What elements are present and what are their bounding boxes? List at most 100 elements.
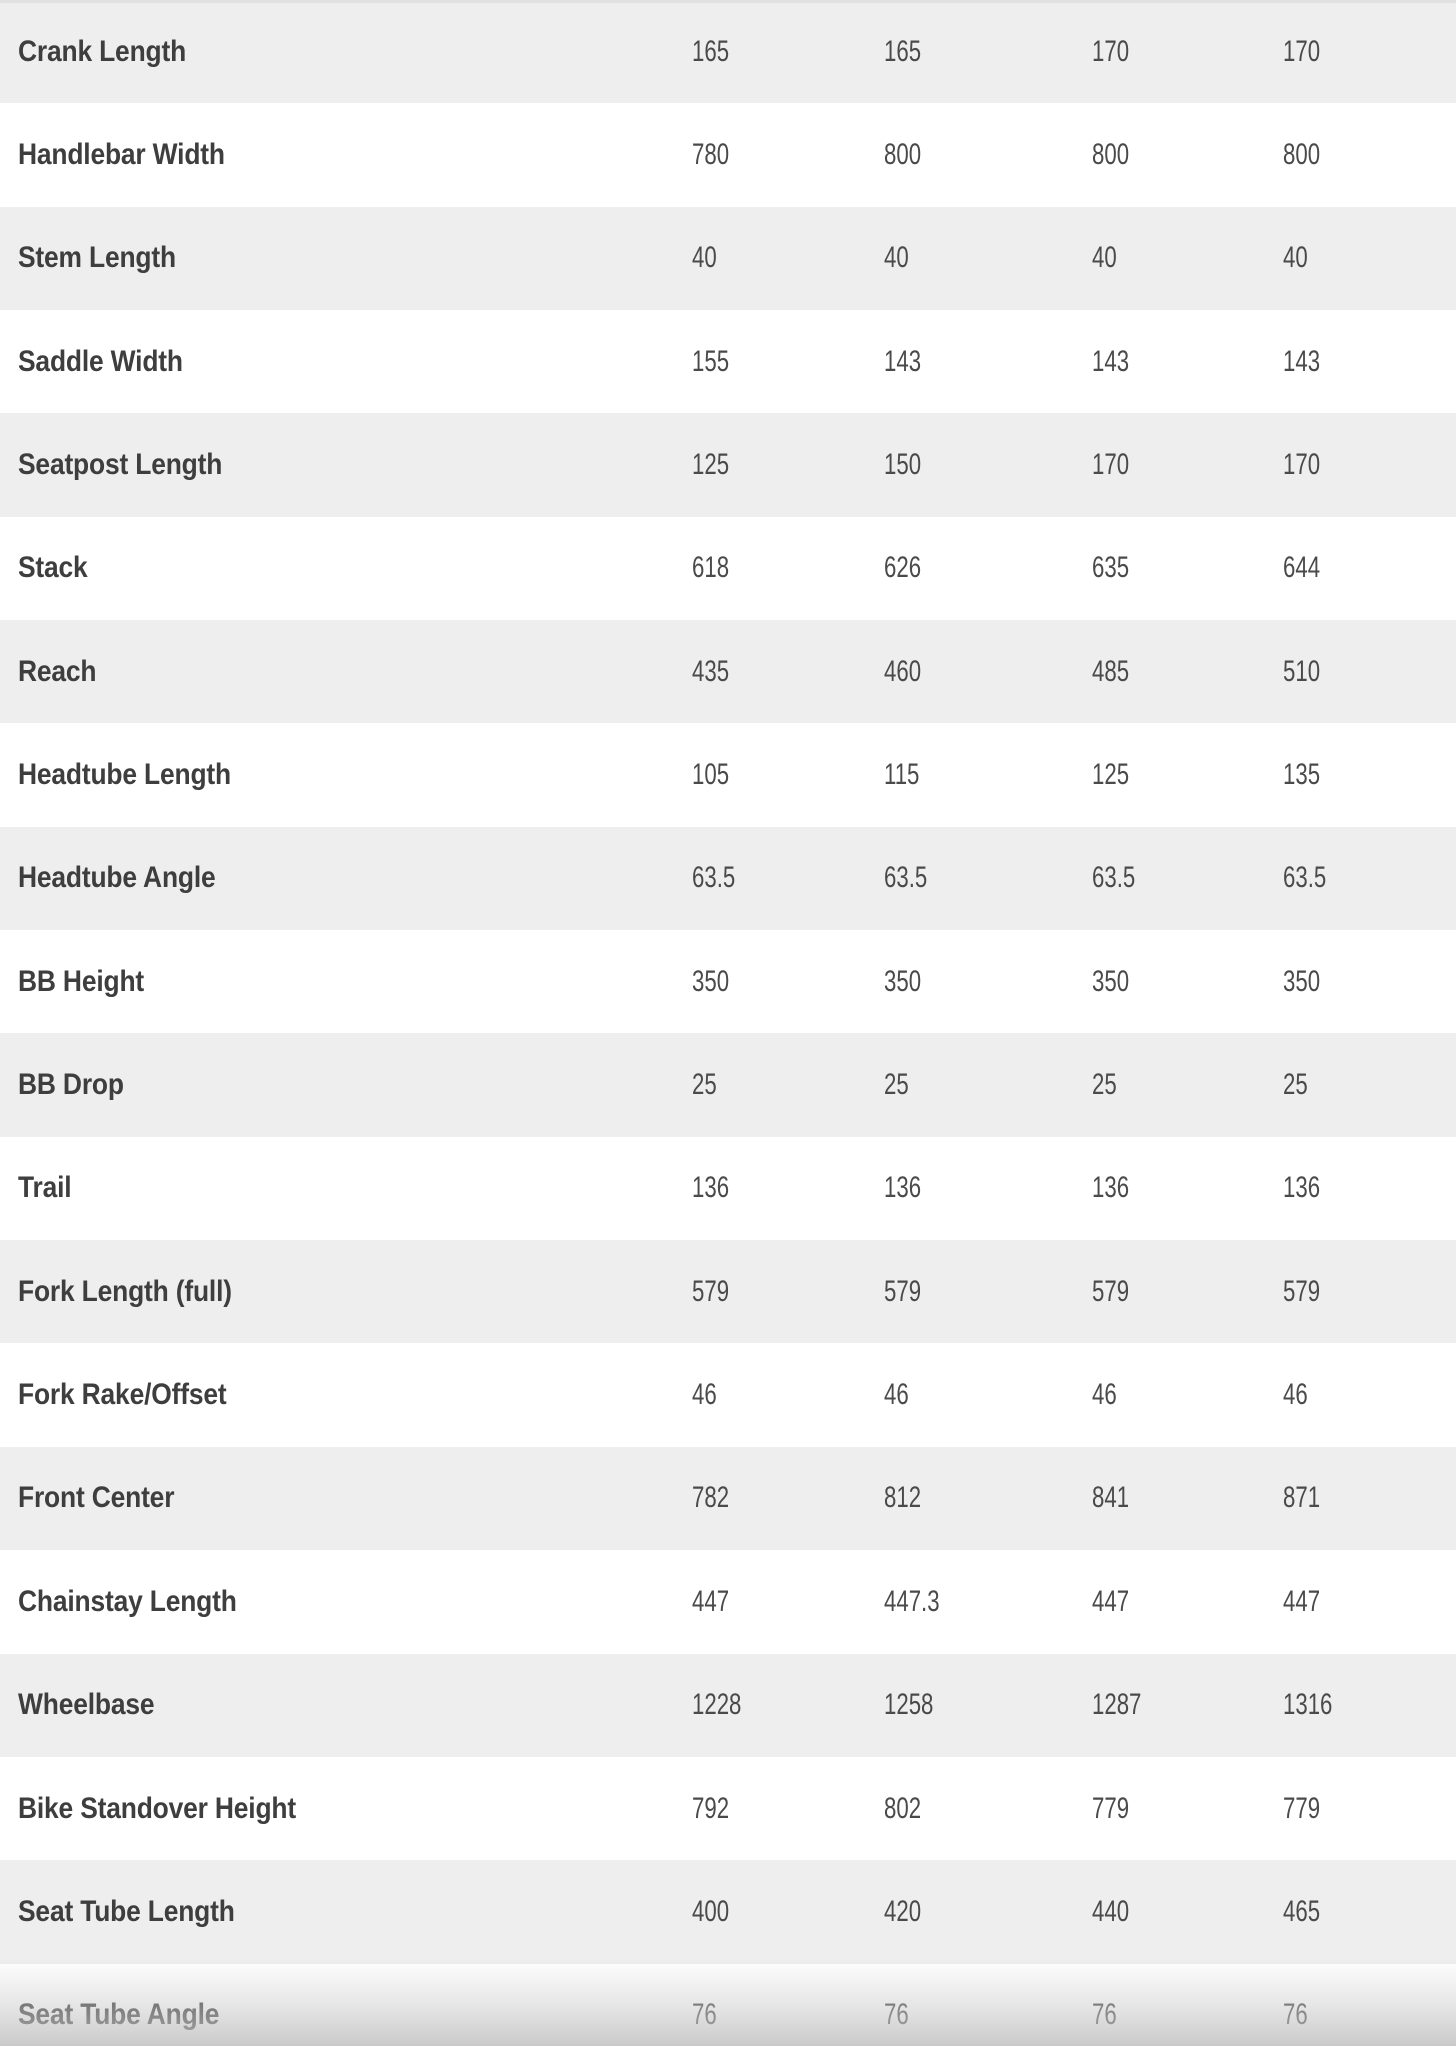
table-row: Stem Length 40 40 40 40 <box>0 206 1456 311</box>
spec-value: 76 <box>692 1998 717 2032</box>
spec-value: 136 <box>692 1171 730 1205</box>
spec-value: 25 <box>1283 1068 1308 1102</box>
table-row: Headtube Length 105 115 125 135 <box>0 723 1456 827</box>
spec-value: 644 <box>1283 551 1321 585</box>
spec-value: 136 <box>884 1171 922 1205</box>
spec-value: 25 <box>1092 1068 1117 1102</box>
table-row: Saddle Width 155 143 143 143 <box>0 310 1456 414</box>
spec-value: 25 <box>692 1068 717 1102</box>
table-row: Seatpost Length 125 150 170 170 <box>0 413 1456 517</box>
table-row: Front Center 782 812 841 871 <box>0 1446 1456 1551</box>
spec-value: 170 <box>1283 448 1321 482</box>
spec-value: 812 <box>884 1481 922 1515</box>
spec-value: 1228 <box>692 1688 742 1722</box>
table-row: Fork Length (full) 579 579 579 579 <box>0 1240 1456 1344</box>
spec-value: 63.5 <box>692 861 736 895</box>
spec-value: 135 <box>1283 758 1321 792</box>
spec-value: 447.3 <box>884 1584 940 1618</box>
spec-value: 792 <box>692 1791 730 1825</box>
spec-value: 76 <box>1092 1998 1117 2032</box>
spec-value: 579 <box>1283 1274 1321 1308</box>
spec-value: 435 <box>692 654 730 688</box>
spec-value: 170 <box>1092 448 1130 482</box>
spec-value: 579 <box>1092 1274 1130 1308</box>
spec-value: 40 <box>884 241 909 275</box>
table-row: Wheelbase 1228 1258 1287 1316 <box>0 1653 1456 1757</box>
spec-value: 125 <box>692 448 730 482</box>
spec-value: 46 <box>1092 1378 1117 1412</box>
spec-value: 447 <box>692 1584 730 1618</box>
spec-label: Headtube Length <box>18 758 231 792</box>
table-row: Bike Standover Height 792 802 779 779 <box>0 1756 1456 1861</box>
table-row: Handlebar Width 780 800 800 800 <box>0 103 1456 207</box>
spec-value: 170 <box>1283 34 1321 68</box>
spec-value: 800 <box>1092 138 1130 172</box>
spec-label: Wheelbase <box>18 1688 155 1722</box>
spec-value: 420 <box>884 1894 922 1928</box>
spec-value: 46 <box>692 1378 717 1412</box>
spec-value: 485 <box>1092 654 1130 688</box>
spec-value: 136 <box>1092 1171 1130 1205</box>
spec-value: 40 <box>1283 241 1308 275</box>
spec-value: 800 <box>1283 138 1321 172</box>
spec-label: Stack <box>18 551 88 585</box>
spec-label: BB Drop <box>18 1068 124 1102</box>
spec-value: 1287 <box>1092 1688 1142 1722</box>
spec-value: 46 <box>884 1378 909 1412</box>
spec-label: Fork Length (full) <box>18 1274 232 1308</box>
spec-value: 63.5 <box>884 861 928 895</box>
spec-label: Seat Tube Length <box>18 1894 235 1928</box>
spec-label: Crank Length <box>18 34 187 68</box>
spec-label: Stem Length <box>18 241 176 275</box>
spec-value: 1316 <box>1283 1688 1333 1722</box>
spec-value: 150 <box>884 448 922 482</box>
table-row: Headtube Angle 63.5 63.5 63.5 63.5 <box>0 826 1456 931</box>
table-row: Chainstay Length 447 447.3 447 447 <box>0 1550 1456 1654</box>
spec-value: 350 <box>692 964 730 998</box>
spec-label: BB Height <box>18 964 145 998</box>
spec-value: 841 <box>1092 1481 1130 1515</box>
spec-value: 579 <box>884 1274 922 1308</box>
table-row: Trail 136 136 136 136 <box>0 1136 1456 1241</box>
spec-label: Chainstay Length <box>18 1584 237 1618</box>
spec-value: 165 <box>692 34 730 68</box>
spec-value: 115 <box>884 758 920 792</box>
spec-value: 143 <box>884 344 922 378</box>
top-divider <box>0 0 1456 3</box>
spec-value: 170 <box>1092 34 1130 68</box>
spec-value: 780 <box>692 138 730 172</box>
spec-value: 579 <box>692 1274 730 1308</box>
table-row: Fork Rake/Offset 46 46 46 46 <box>0 1343 1456 1447</box>
table-row: Crank Length 165 165 170 170 <box>0 0 1456 104</box>
spec-value: 63.5 <box>1283 861 1327 895</box>
spec-label: Bike Standover Height <box>18 1791 296 1825</box>
spec-label: Seatpost Length <box>18 448 223 482</box>
spec-value: 635 <box>1092 551 1130 585</box>
spec-label: Trail <box>18 1171 72 1205</box>
spec-label: Handlebar Width <box>18 138 225 172</box>
spec-value: 46 <box>1283 1378 1308 1412</box>
spec-value: 510 <box>1283 654 1321 688</box>
spec-value: 626 <box>884 551 922 585</box>
spec-value: 447 <box>1283 1584 1321 1618</box>
spec-value: 105 <box>692 758 730 792</box>
spec-value: 155 <box>692 344 730 378</box>
spec-value: 25 <box>884 1068 909 1102</box>
spec-value: 40 <box>1092 241 1117 275</box>
spec-value: 440 <box>1092 1894 1130 1928</box>
spec-value: 779 <box>1092 1791 1130 1825</box>
spec-value: 350 <box>884 964 922 998</box>
spec-value: 40 <box>692 241 717 275</box>
spec-label: Front Center <box>18 1481 175 1515</box>
spec-value: 63.5 <box>1092 861 1136 895</box>
spec-value: 165 <box>884 34 922 68</box>
spec-value: 350 <box>1283 964 1321 998</box>
spec-value: 447 <box>1092 1584 1130 1618</box>
spec-value: 136 <box>1283 1171 1321 1205</box>
table-row: Seat Tube Angle 76 76 76 76 <box>0 1963 1456 2046</box>
spec-value: 802 <box>884 1791 922 1825</box>
table-row: BB Drop 25 25 25 25 <box>0 1033 1456 1137</box>
spec-value: 400 <box>692 1894 730 1928</box>
